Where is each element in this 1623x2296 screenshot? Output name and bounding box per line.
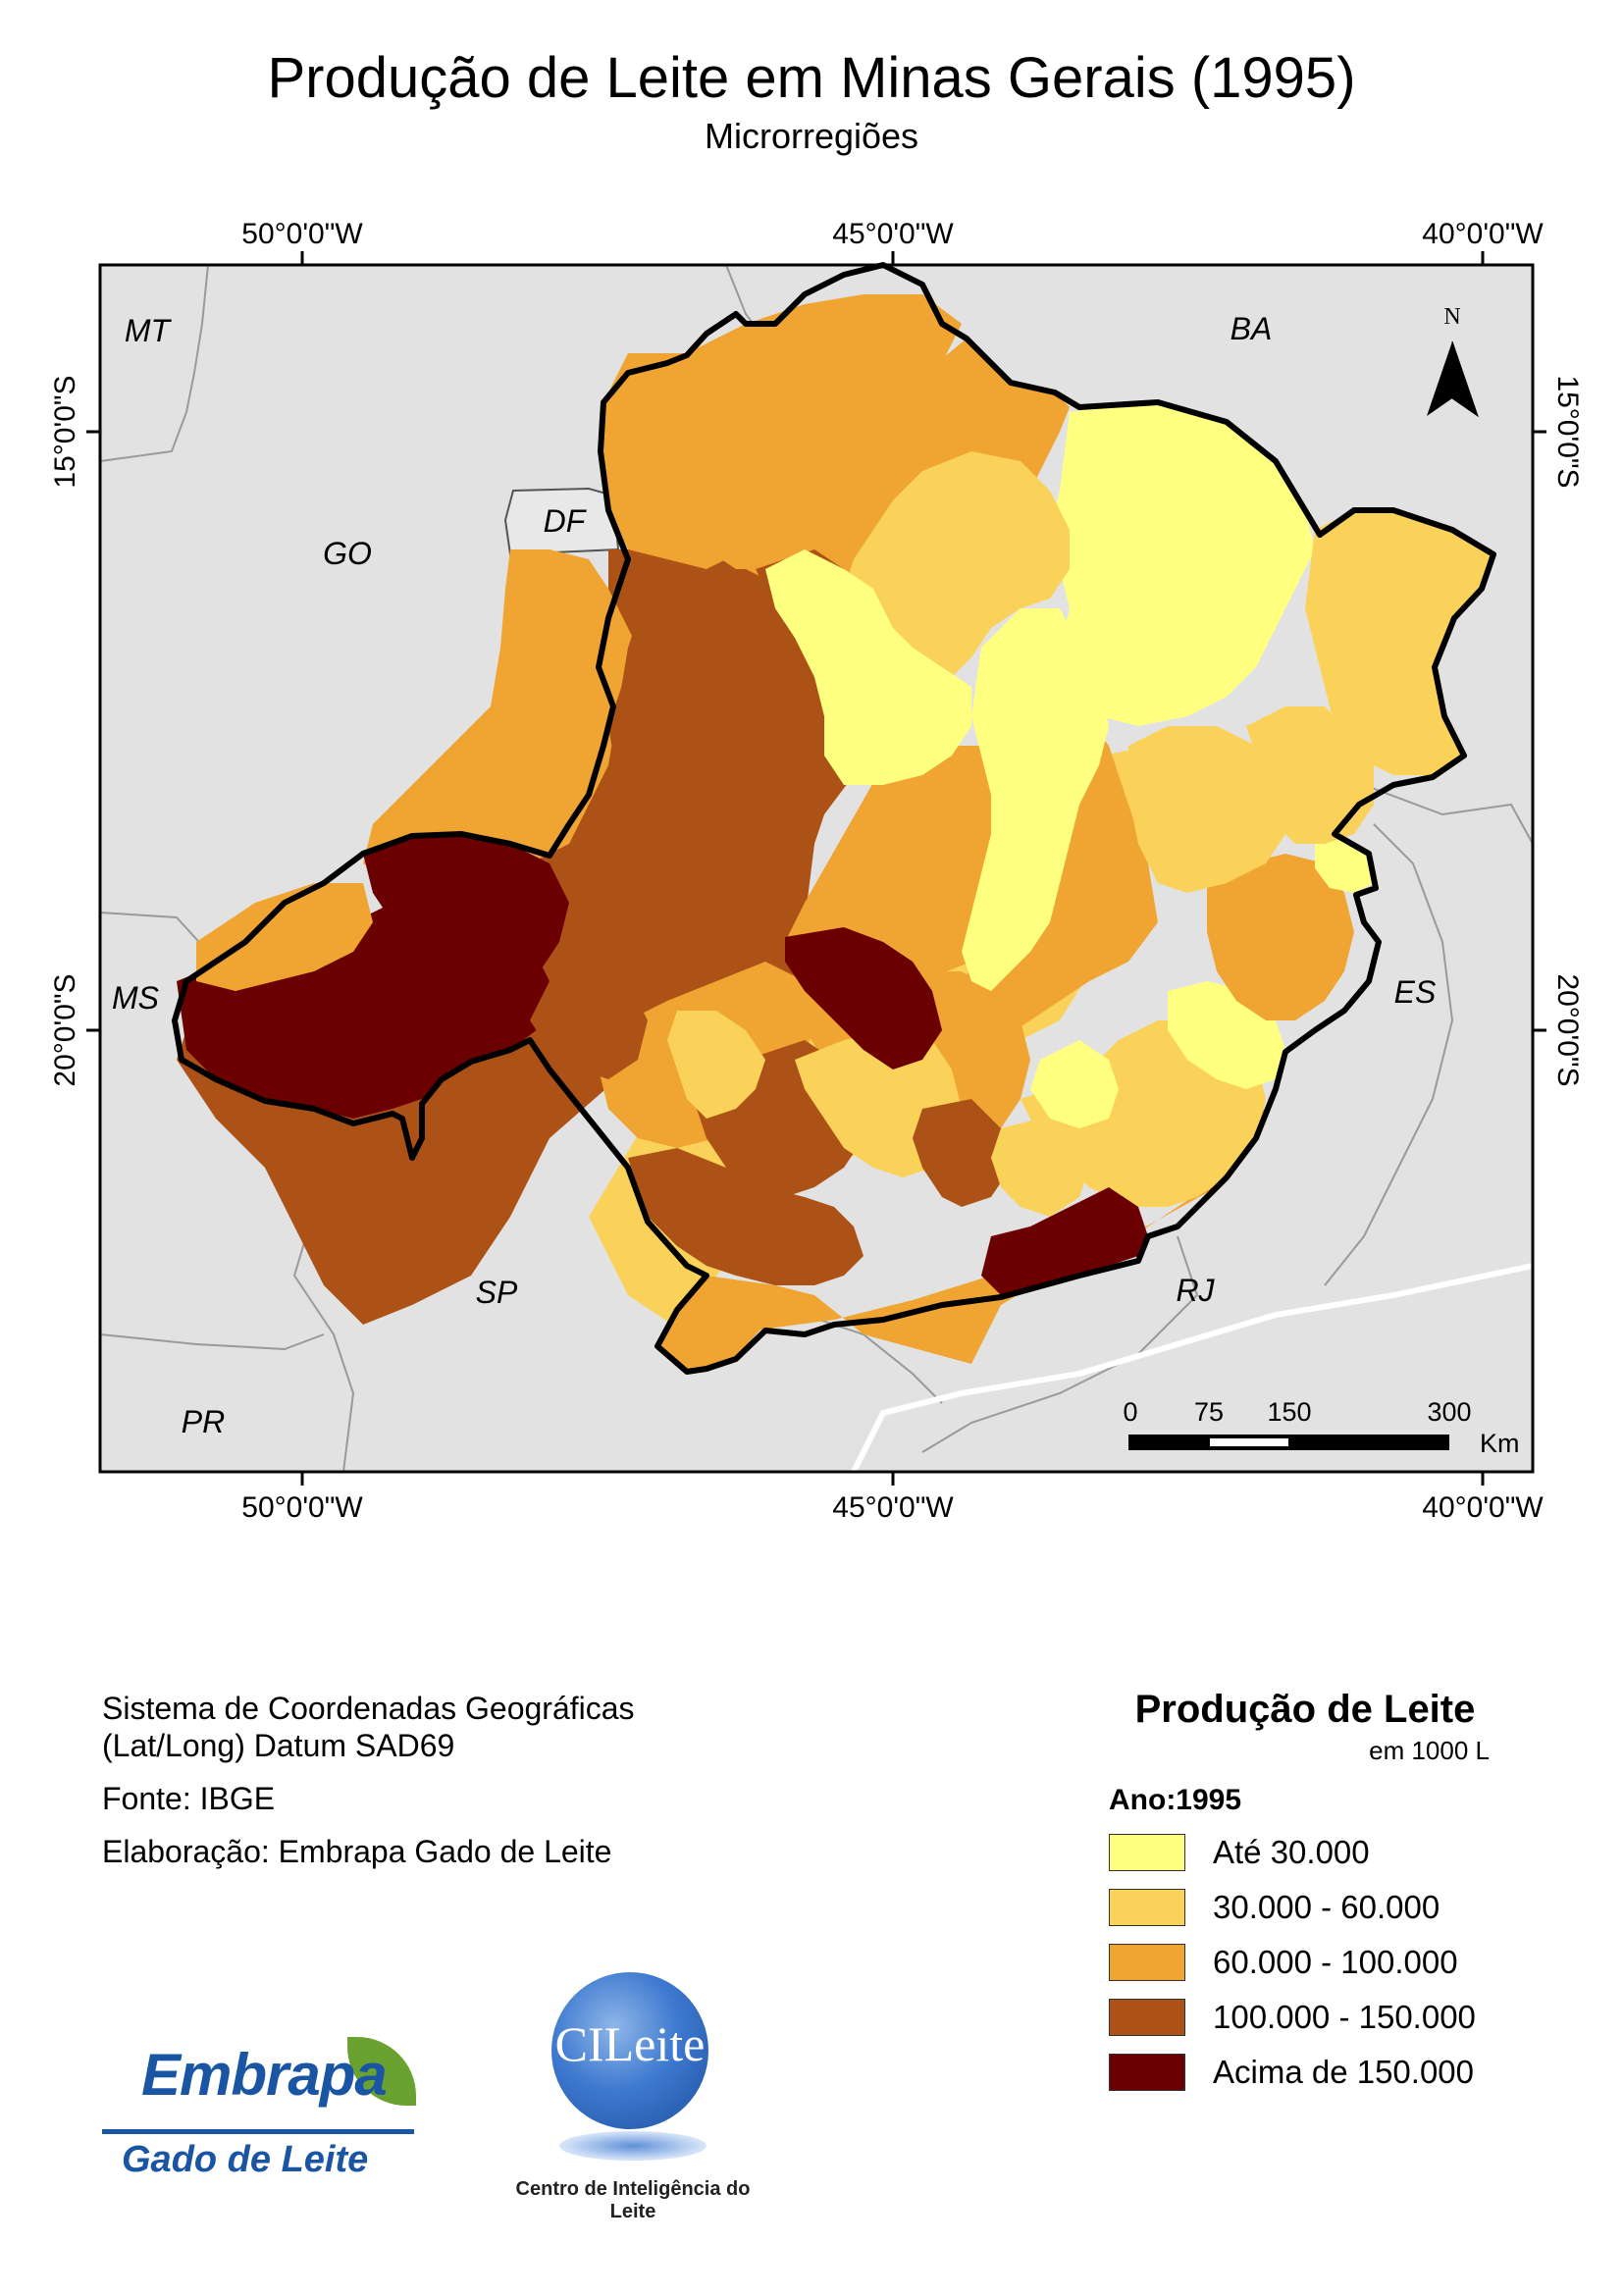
minas-gerais-outline	[172, 262, 1496, 1375]
scale-tick-0: 0	[1123, 1397, 1137, 1427]
source-note: Fonte: IBGE	[102, 1781, 276, 1816]
graticule-ticks	[86, 251, 1546, 1486]
cileite-logo: CILeite Centro de Inteligência do Leite	[491, 1972, 775, 2222]
state-label-pr: PR	[182, 1404, 225, 1439]
embrapa-subtitle: Gado de Leite	[122, 2139, 369, 2180]
cileite-shadow	[559, 2131, 707, 2161]
lat-label-left-15: 15°0'0"S	[49, 375, 81, 488]
legend-year: Ano:1995	[1109, 1784, 1242, 1816]
lon-label-bottom-50: 50°0'0"W	[241, 1491, 363, 1524]
neighbor-state-labels: MT BA GO DF MS ES SP RJ PR	[112, 311, 1436, 1439]
legend-swatch	[1109, 2054, 1185, 2091]
legend-item: 30.000 - 60.000	[1109, 1888, 1501, 1927]
state-label-mt: MT	[125, 313, 173, 348]
state-label-ms: MS	[112, 980, 159, 1016]
scale-tick-75: 75	[1194, 1397, 1224, 1427]
scale-bar: 0 75 150 300 Km	[1123, 1397, 1519, 1458]
state-label-rj: RJ	[1176, 1273, 1215, 1308]
legend-label: 100.000 - 150.000	[1213, 1999, 1476, 2035]
north-arrow: N	[1427, 304, 1479, 418]
north-arrow-right-icon	[1451, 340, 1479, 418]
lon-label-top-45: 45°0'0"W	[832, 218, 954, 250]
scale-bar-white-segment	[1210, 1438, 1288, 1446]
lat-label-left-20: 20°0'0"S	[49, 973, 81, 1086]
state-label-df: DF	[544, 503, 588, 539]
legend-swatch	[1109, 1834, 1185, 1871]
state-label-sp: SP	[476, 1275, 518, 1310]
latitude-labels: 15°0'0"S 20°0'0"S 15°0'0"S 20°0'0"S	[49, 375, 1584, 1086]
lon-label-bottom-40: 40°0'0"W	[1422, 1491, 1544, 1524]
lat-label-right-15: 15°0'0"S	[1551, 375, 1584, 488]
embrapa-divider	[102, 2129, 414, 2134]
legend-item: Acima de 150.000	[1109, 2053, 1501, 2092]
legend: Produção de Leite em 1000 L Ano:1995 Até…	[1109, 1688, 1501, 2092]
legend-label: 30.000 - 60.000	[1213, 1889, 1440, 1925]
legend-label: Até 30.000	[1213, 1834, 1370, 1870]
legend-label: 60.000 - 100.000	[1213, 1944, 1458, 1980]
state-label-go: GO	[323, 536, 372, 571]
scale-unit: Km	[1480, 1429, 1520, 1458]
embrapa-wordmark: Embrapa	[141, 2042, 388, 2108]
legend-swatch	[1109, 1944, 1185, 1981]
map-subtitle: Microrregiões	[704, 116, 919, 156]
scale-bar-segments	[1128, 1435, 1449, 1450]
legend-title: Produção de Leite	[1134, 1688, 1476, 1731]
legend-item: 100.000 - 150.000	[1109, 1998, 1501, 2037]
scale-tick-150: 150	[1267, 1397, 1311, 1427]
north-arrow-left-icon	[1427, 341, 1452, 416]
legend-item: 60.000 - 100.000	[1109, 1943, 1501, 1982]
legend-swatch	[1109, 1999, 1185, 2036]
lon-label-top-50: 50°0'0"W	[241, 218, 363, 250]
map-title: Produção de Leite em Minas Gerais (1995)	[267, 46, 1356, 110]
coordinate-system-line2: (Lat/Long) Datum SAD69	[102, 1728, 455, 1763]
state-label-es: ES	[1394, 974, 1437, 1010]
cileite-wordmark: CILeite	[554, 2016, 706, 2071]
coordinate-system-note: Sistema de Coordenadas Geográficas (Lat/…	[102, 1690, 635, 1764]
longitude-labels: 50°0'0"W 45°0'0"W 40°0'0"W 50°0'0"W 45°0…	[241, 218, 1544, 1524]
embrapa-logo: Embrapa Gado de Leite	[102, 2031, 416, 2188]
legend-swatch	[1109, 1889, 1185, 1926]
state-borders	[100, 265, 1533, 1472]
map-frame	[98, 263, 1535, 1474]
legend-unit: em 1000 L	[1369, 1736, 1490, 1765]
legend-item: Até 30.000	[1109, 1833, 1501, 1872]
cileite-globe-icon	[551, 1972, 708, 2129]
cileite-subtitle: Centro de Inteligência do Leite	[515, 2178, 751, 2222]
scale-tick-300: 300	[1427, 1397, 1471, 1427]
state-label-ba: BA	[1230, 311, 1273, 346]
credits-note: Elaboração: Embrapa Gado de Leite	[102, 1834, 612, 1869]
map-figure: 50°0'0"W 45°0'0"W 40°0'0"W 50°0'0"W 45°0…	[49, 218, 1584, 1524]
coordinate-system-line1: Sistema de Coordenadas Geográficas	[102, 1691, 635, 1726]
lon-label-bottom-45: 45°0'0"W	[832, 1491, 954, 1524]
legend-label: Acima de 150.000	[1213, 2054, 1475, 2090]
lon-label-top-40: 40°0'0"W	[1422, 218, 1544, 250]
north-label: N	[1443, 304, 1460, 330]
lat-label-right-20: 20°0'0"S	[1551, 973, 1584, 1086]
